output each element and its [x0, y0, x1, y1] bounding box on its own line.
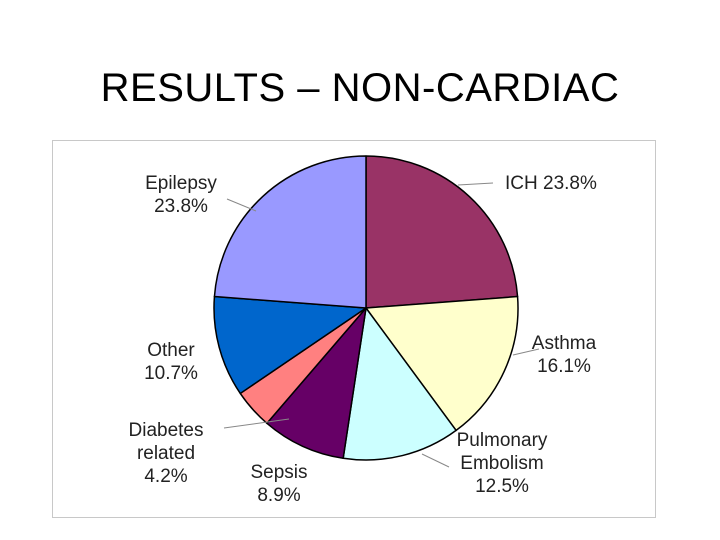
data-label-line: Embolism — [460, 453, 543, 474]
data-label-line: Sepsis — [250, 462, 307, 483]
slide-title: RESULTS – NON-CARDIAC — [100, 66, 620, 110]
data-label-line: 16.1% — [537, 356, 591, 377]
pie-slice-sepsis — [266, 307, 367, 460]
data-label-line: Other — [147, 340, 195, 361]
data-label-line: 23.8% — [154, 196, 208, 217]
data-label-line: 8.9% — [257, 485, 300, 506]
chart-frame: ICH 23.8% Asthma 16.1% Pulmonary Embolism 12.… — [52, 140, 656, 518]
leader-line-diabetes-related — [223, 418, 290, 429]
data-label-line: Asthma — [532, 333, 597, 354]
data-label-line: Epilepsy — [145, 173, 217, 194]
pie-chart: ICH 23.8% Asthma 16.1% Pulmonary Embolism 12.… — [129, 155, 597, 506]
pie-slice-asthma — [365, 295, 519, 432]
data-label-ich: ICH 23.8% — [505, 173, 597, 194]
pie-slice-ich — [365, 155, 519, 309]
leader-line-pulmonary-embolism — [421, 453, 450, 468]
leader-line-epilepsy — [226, 198, 257, 212]
data-label-line: 10.7% — [144, 363, 198, 384]
pie-slice-other — [213, 295, 367, 395]
data-label-other: Other 10.7% — [144, 340, 198, 384]
pie-slice-pulmonary-embolism — [342, 307, 457, 461]
data-label-line: related — [137, 443, 195, 464]
data-label-diabetes-related: Diabetes related 4.2% — [129, 420, 204, 487]
data-label-epilepsy: Epilepsy 23.8% — [145, 173, 217, 217]
leader-line-ich — [457, 182, 494, 186]
data-label-asthma: Asthma 16.1% — [532, 333, 597, 377]
data-label-line: Pulmonary — [457, 430, 548, 451]
data-label-line: 12.5% — [475, 476, 529, 497]
data-label-line: ICH 23.8% — [505, 173, 597, 194]
data-label-line: 4.2% — [144, 466, 187, 487]
data-label-pulmonary-embolism: Pulmonary Embolism 12.5% — [457, 430, 548, 497]
pie-slice-epilepsy — [213, 155, 367, 309]
data-label-sepsis: Sepsis 8.9% — [250, 462, 307, 506]
data-label-line: Diabetes — [129, 420, 204, 441]
leader-line-asthma — [512, 348, 540, 356]
